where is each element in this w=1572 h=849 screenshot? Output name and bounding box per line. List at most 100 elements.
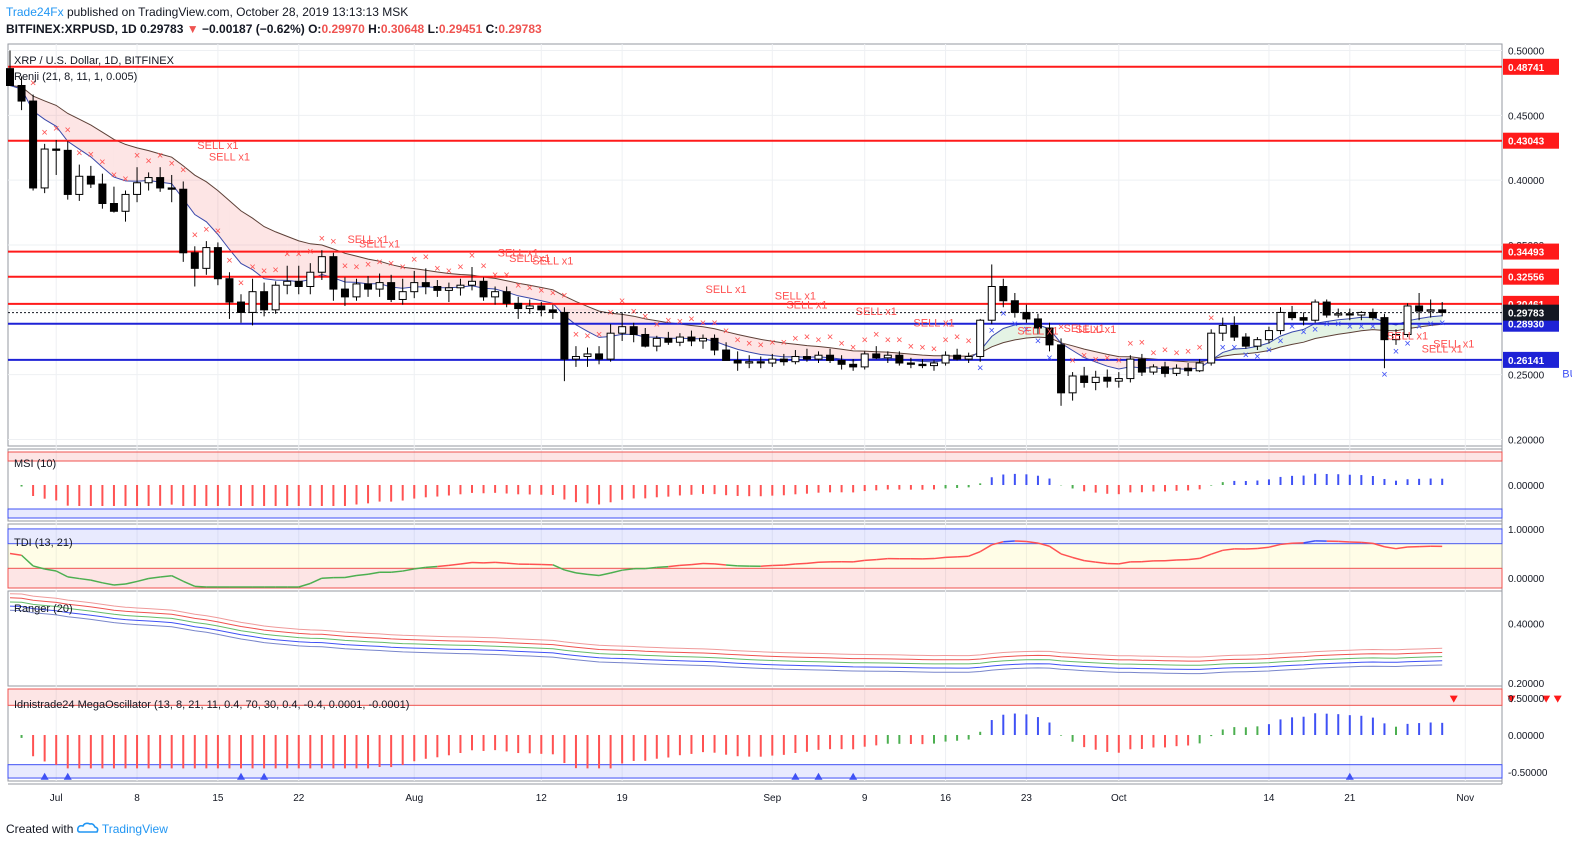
stop-marker: ×: [446, 266, 452, 278]
pane-frame-rng: [7, 590, 1503, 687]
candle-down: [190, 252, 199, 269]
stop-marker: ×: [145, 155, 151, 167]
candle-down: [1438, 309, 1447, 313]
author-name[interactable]: Trade24Fx: [6, 5, 64, 19]
stop-marker: ×: [365, 259, 371, 271]
candle-down: [1103, 376, 1112, 382]
ranger-band: [9, 609, 1443, 675]
cloud-segment: [691, 325, 703, 339]
candle-up: [202, 247, 211, 269]
cloud-segment: [160, 153, 172, 184]
tdi-line-segment: [1164, 559, 1177, 562]
stop-marker: ×: [954, 332, 960, 344]
candle-up: [930, 362, 938, 367]
stop-marker: ×: [1439, 317, 1445, 329]
down-triangle-icon: [1449, 695, 1458, 703]
tdi-line-segment: [194, 585, 207, 588]
tdi-line-segment: [1245, 547, 1258, 550]
candle-down: [918, 363, 927, 367]
cloud-segment: [56, 105, 68, 142]
tdi-line-segment: [656, 565, 669, 569]
stop-marker: ×: [1335, 319, 1341, 331]
x-tick-label: 9: [862, 793, 868, 804]
ranger-tick: 0.20000: [1508, 679, 1545, 690]
cloud-segment: [241, 210, 253, 270]
tdi-line-segment: [1372, 542, 1385, 548]
stop-marker: ×: [111, 170, 117, 182]
cloud-segment: [194, 175, 207, 222]
stop-marker: ×: [192, 229, 198, 241]
candle-up: [1126, 358, 1135, 380]
candle-down: [802, 356, 811, 360]
sell-signal-label: SELL x1: [509, 253, 550, 265]
candle-down: [167, 187, 176, 190]
candle-up: [491, 291, 500, 298]
tdi-line-segment: [506, 562, 519, 565]
stop-marker: ×: [1300, 326, 1306, 338]
stop-marker: ×: [758, 340, 764, 352]
x-tick-label: 12: [536, 793, 548, 804]
stop-marker: ×: [596, 329, 602, 341]
stop-marker: ×: [1173, 347, 1179, 359]
sell-signal-label: SELL x1: [775, 290, 816, 302]
candle-up: [1149, 366, 1158, 373]
cloud-segment: [79, 119, 91, 157]
tdi-line-segment: [979, 544, 993, 553]
candle-down: [779, 358, 788, 363]
stop-marker: ×: [330, 236, 336, 248]
candle-up: [1403, 305, 1412, 335]
candle-up: [583, 353, 592, 358]
close-label: C:: [485, 22, 499, 36]
y-tick-label: 0.50000: [1508, 46, 1545, 57]
candle-down: [421, 282, 430, 287]
candle-down: [63, 149, 72, 195]
stop-marker: ×: [1254, 351, 1260, 363]
candle-up: [398, 291, 407, 300]
mega-upper-zone: [7, 688, 1503, 706]
candle-up: [571, 356, 580, 360]
low-value: 0.29451: [438, 22, 483, 36]
tdi-line-segment: [1084, 559, 1096, 563]
publish-info: published on TradingView.com, October 28…: [66, 5, 409, 19]
candle-down: [826, 354, 835, 361]
candle-up: [317, 256, 326, 273]
mega-tick: 0.00000: [1508, 731, 1545, 742]
tdi-line-segment: [714, 563, 727, 566]
candle-down: [953, 354, 962, 360]
x-tick-label: 8: [134, 793, 140, 804]
cloud-segment: [518, 283, 530, 299]
candle-up: [768, 358, 777, 364]
candle-down: [387, 282, 396, 300]
stop-marker: ×: [1323, 319, 1329, 331]
msi-tick: 0.00000: [1508, 481, 1545, 492]
sell-signal-label: SELL x1: [197, 140, 238, 152]
tdi-line-segment: [679, 563, 692, 567]
tdi-line-segment: [414, 566, 426, 570]
stop-marker: ×: [538, 285, 544, 297]
stop-marker: ×: [700, 317, 706, 329]
cloud-segment: [264, 226, 276, 281]
candle-down: [687, 336, 696, 342]
stop-marker: ×: [1404, 338, 1410, 350]
candle-down: [537, 305, 546, 311]
candle-down: [722, 349, 731, 361]
tdi-line-segment: [1210, 549, 1223, 555]
last-price: 0.29783: [140, 22, 184, 36]
price-change: −0.00187 (−0.62%): [202, 22, 305, 36]
sell-signal-label: SELL x1: [347, 234, 388, 246]
candle-down: [433, 285, 442, 291]
stop-marker: ×: [550, 288, 556, 300]
ohlc-header: BITFINEX:XRPUSD, 1D 0.29783 ▼ −0.00187 (…: [6, 22, 542, 36]
chart-title: XRP / U.S. Dollar, 1D, BITFINEX: [14, 55, 175, 67]
tradingview-brand[interactable]: TradingView: [101, 822, 168, 836]
stop-marker: ×: [30, 78, 36, 90]
stop-marker: ×: [989, 325, 995, 337]
candle-up: [1334, 313, 1343, 316]
up-triangle-icon: [260, 772, 269, 780]
cloud-segment: [148, 150, 161, 183]
low-label: L:: [427, 22, 439, 36]
tdi-line-segment: [136, 577, 149, 583]
stop-marker: ×: [1116, 355, 1122, 367]
tdi-line-segment: [309, 577, 323, 585]
